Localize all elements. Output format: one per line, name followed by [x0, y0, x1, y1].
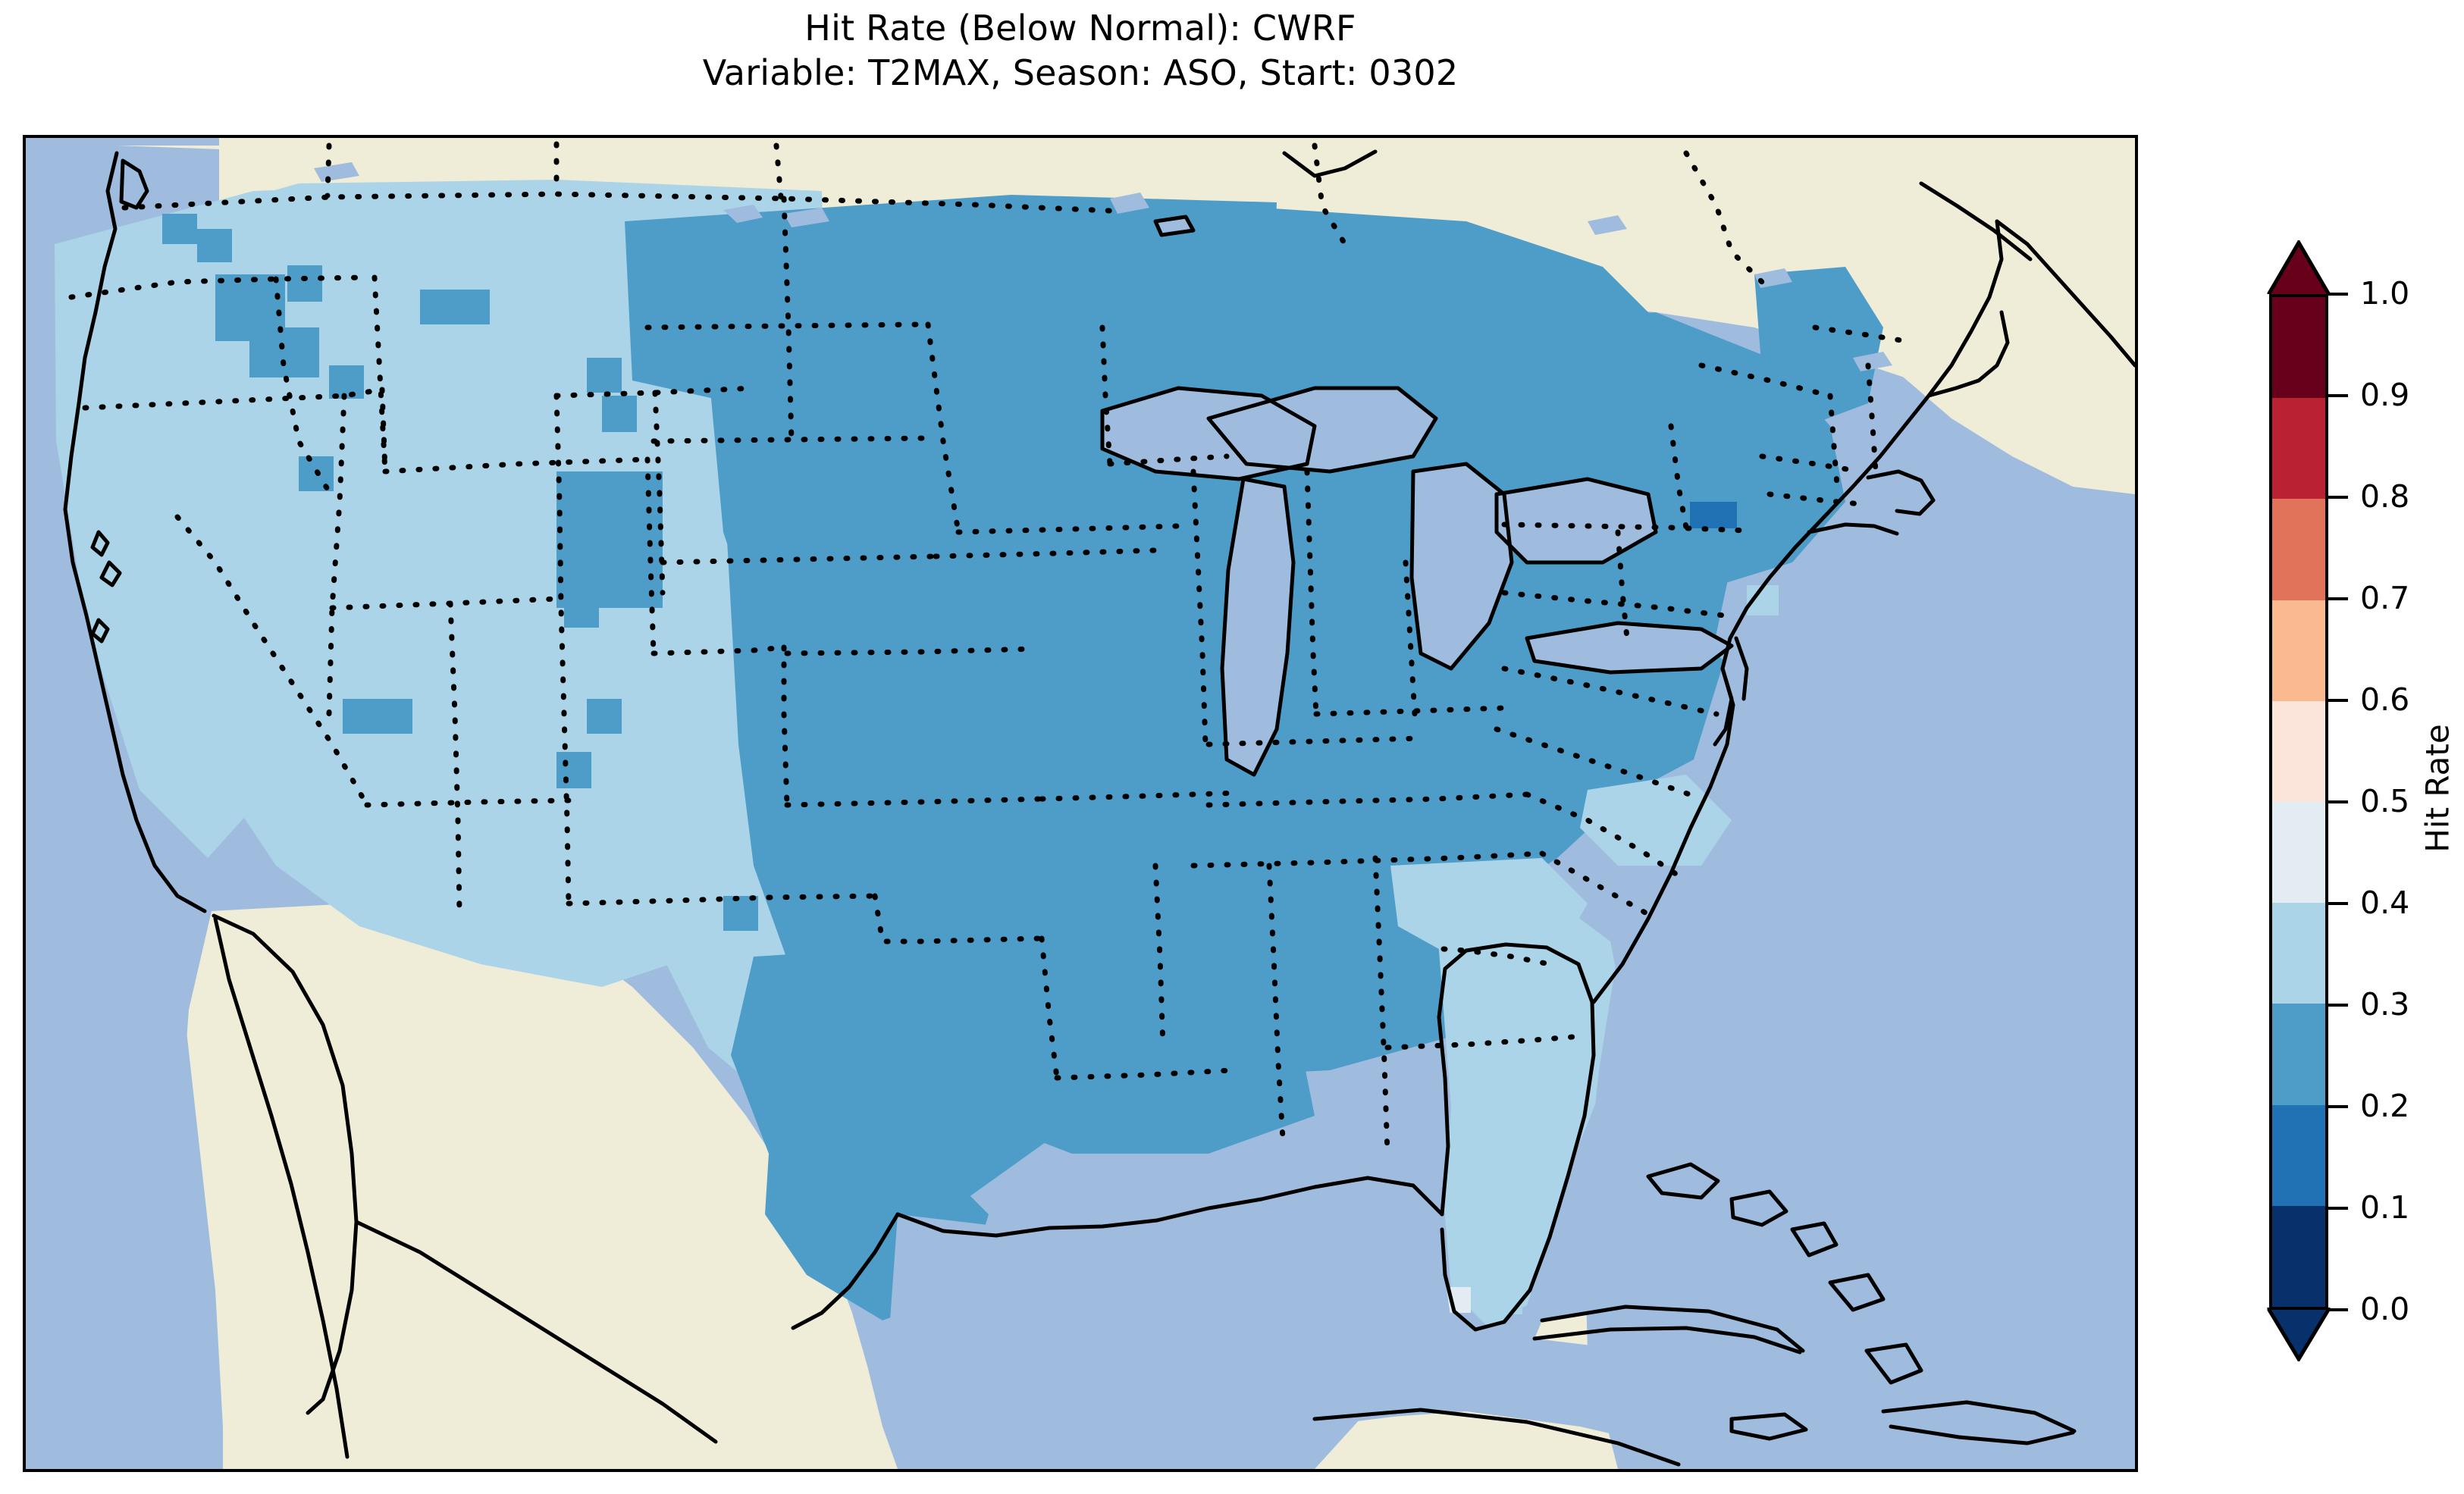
tick-label: 0.0 — [2360, 1291, 2410, 1327]
colorbar-segment-4 — [2272, 700, 2325, 803]
colorbar-axis-label-text: Hit Rate — [2419, 724, 2456, 853]
tick-label: 0.5 — [2360, 783, 2410, 819]
colorbar-extend-min-arrow — [2269, 1310, 2328, 1361]
tick-label: 0.3 — [2360, 986, 2410, 1023]
colorbar-segment-8 — [2272, 1104, 2325, 1206]
title-line-1: Hit Rate (Below Normal): CWRF — [804, 8, 1356, 49]
tick-mark — [2328, 597, 2348, 600]
tick-mark — [2328, 902, 2348, 905]
colorbar-ticks: 1.0 0.9 0.8 0.7 0.6 0.5 0.4 0.3 0.2 0.1 0.0 — [2328, 275, 2464, 1327]
tick-label: 0.6 — [2360, 681, 2410, 718]
tick-label: 0.8 — [2360, 478, 2410, 515]
tick-mark — [2328, 699, 2348, 702]
figure-title: Hit Rate (Below Normal): CWRF Variable: … — [0, 6, 2161, 96]
colorbar-gradient — [2269, 294, 2328, 1310]
tick-label: 0.9 — [2360, 377, 2410, 413]
tick-mark — [2328, 1105, 2348, 1108]
tick-label: 1.0 — [2360, 275, 2410, 312]
tick-label: 0.1 — [2360, 1189, 2410, 1226]
conus-hit-rate-heatmap — [26, 138, 2135, 1469]
tick-label: 0.4 — [2360, 885, 2410, 921]
tick-mark — [2328, 1004, 2348, 1007]
tick-mark — [2328, 496, 2348, 499]
tick-label: 0.2 — [2360, 1088, 2410, 1124]
colorbar-segment-7 — [2272, 1004, 2325, 1105]
colorbar-extend-max-arrow — [2269, 243, 2328, 294]
colorbar-segment-9 — [2272, 1205, 2325, 1308]
colorbar-segment-0 — [2272, 297, 2325, 399]
colorbar-segment-6 — [2272, 903, 2325, 1004]
colorbar-segment-5 — [2272, 802, 2325, 904]
colorbar-segment-1 — [2272, 398, 2325, 500]
tick-mark — [2328, 1207, 2348, 1210]
tick-mark — [2328, 800, 2348, 803]
colorbar-segment-2 — [2272, 499, 2325, 600]
title-line-2: Variable: T2MAX, Season: ASO, Start: 030… — [702, 52, 1459, 93]
colorbar[interactable]: 1.0 0.9 0.8 0.7 0.6 0.5 0.4 0.3 0.2 0.1 0.0 — [2267, 240, 2409, 1364]
map-axes[interactable] — [23, 135, 2138, 1472]
colorbar-segment-3 — [2272, 600, 2325, 701]
tick-mark — [2328, 394, 2348, 397]
tick-mark — [2328, 1308, 2348, 1311]
tick-label: 0.7 — [2360, 580, 2410, 616]
colorbar-axis-label: Hit Rate — [2415, 0, 2460, 1494]
tick-mark — [2328, 293, 2348, 296]
